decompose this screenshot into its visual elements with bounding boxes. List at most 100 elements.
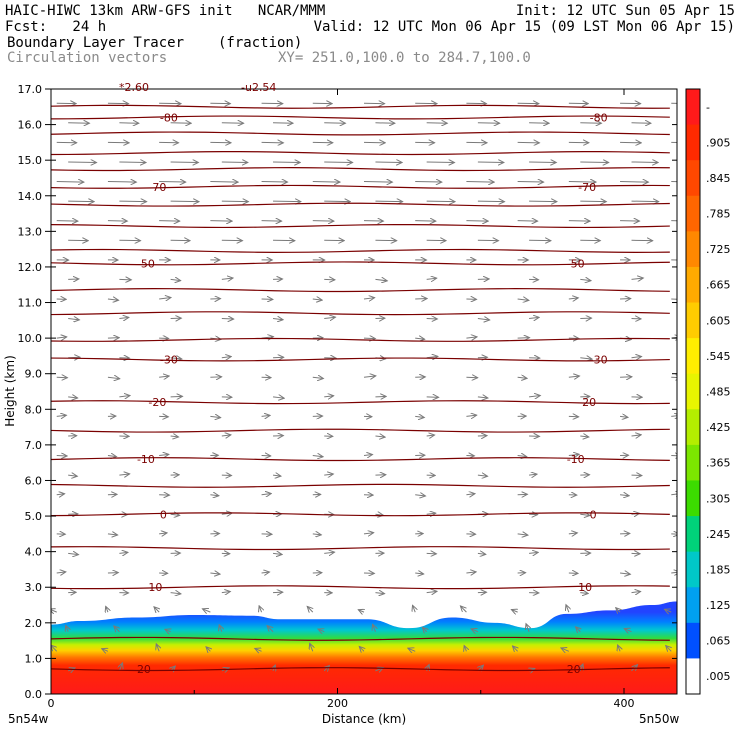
colorbar-swatch [686,231,700,268]
y-tick-label: 12.0 [18,261,43,274]
circulation-vector [631,591,641,592]
circulation-vector [671,572,677,573]
circulation-vector [529,201,557,202]
circulation-vector [466,337,477,338]
x-tick-label: 0 [48,697,55,710]
y-tick-label: 13.0 [18,225,43,238]
contour-label: -20 [148,396,166,409]
vector-field-name: Circulation vectors [7,50,168,66]
circulation-vector [202,609,211,612]
circulation-vector [375,436,385,437]
circulation-vector [477,475,488,476]
circulation-vector [210,573,220,574]
colorbar-swatch [686,338,700,375]
init-time: Init: 12 UTC Sun 05 Apr 15 [515,3,735,19]
circulation-vector [580,358,592,359]
circulation-vector [156,644,159,652]
contour-label: -70 [578,181,596,194]
circulation-vector [477,319,490,320]
circulation-vector [618,645,620,651]
plot-area: 20 20 10 10 0 0 -10 -10 -20 -20 -30 -30 -50 -50 -70 -70… [51,103,677,694]
y-tick-label: 8.0 [25,403,43,416]
temperature-contour [51,636,670,641]
y-tick-label: 1.0 [25,652,43,665]
circulation-vector [529,395,540,396]
contour-label: 20 [137,663,151,676]
temperature-contour--70 [51,184,670,189]
circulation-vector [529,162,556,163]
circulation-vector [426,162,455,163]
circulation-vector [517,377,527,378]
circulation-vector [221,357,231,358]
circulation-vector [568,182,596,183]
circulation-vector [221,435,231,436]
x-start-location: 5n54w [8,712,49,726]
circulation-vector [272,553,282,554]
circulation-vector [68,475,77,476]
circulation-vector [517,299,529,300]
circulation-vector [358,610,364,612]
circulation-vector [580,162,608,163]
temperature-contour [51,288,670,293]
colorbar-swatch [686,302,700,339]
circulation-vector [426,591,437,592]
circulation-vectors [51,103,677,671]
circulation-vector [466,182,494,183]
circulation-vector [529,474,537,475]
circulation-vector [307,606,313,612]
circulation-vector [159,298,171,299]
colorbar-swatch [686,373,700,410]
circulation-vector [363,533,374,534]
circulation-vector [580,279,591,280]
colorbar-swatch [686,622,700,659]
y-tick-label: 5.0 [25,510,43,523]
y-tick-label: 15.0 [18,154,43,167]
circulation-vector [114,626,120,632]
circulation-vector [56,494,65,495]
circulation-vector [664,609,672,612]
circulation-vector [413,605,416,613]
colorbar-swatch [686,409,700,446]
y-tick-label: 17.0 [18,83,43,96]
circulation-vector [568,454,579,455]
temperature-contour [51,248,670,253]
circulation-vector [56,572,66,573]
colorbar-label: .185 [706,563,731,576]
circulation-vector [68,553,78,554]
circulation-vector [221,162,248,163]
circulation-vector [422,627,426,631]
circulation-vector [56,415,67,416]
circulation-vector [255,648,262,651]
contour-label: -30 [590,353,608,366]
circulation-vector [312,182,340,183]
contour-label: -30 [160,353,178,366]
circulation-vector [51,609,57,612]
circulation-vector [580,436,588,437]
circulation-vector [259,606,261,612]
circulation-vector [616,608,620,612]
y-tick-label: 6.0 [25,474,43,487]
circulation-vector [415,495,425,496]
circulation-vector [666,646,672,652]
contour-label: -10 [137,453,155,466]
circulation-vector [56,337,67,338]
x-axis-label: Distance (km) [322,712,406,726]
circulation-vector [363,182,392,183]
circulation-vector [363,298,375,299]
circulation-vector [261,494,272,495]
circulation-vector [568,533,577,534]
contour-label: 20 [567,663,581,676]
temperature-contour [51,428,670,433]
temperature-contour [51,337,670,342]
temperature-contours: 20 20 10 10 0 0 -10 -10 -20 -20 -30 -30 -50 -50 -70 -70… [51,104,670,676]
circulation-vector [273,162,300,163]
x-tick-label: 400 [613,697,634,710]
circulation-vector [159,182,186,183]
circulation-vector [68,162,96,163]
colorbar-label: .365 [706,457,731,470]
contour-label: -50 [137,257,155,270]
circulation-vector [170,162,199,163]
circulation-vector [529,552,538,553]
colorbar-label: .605 [706,314,731,327]
